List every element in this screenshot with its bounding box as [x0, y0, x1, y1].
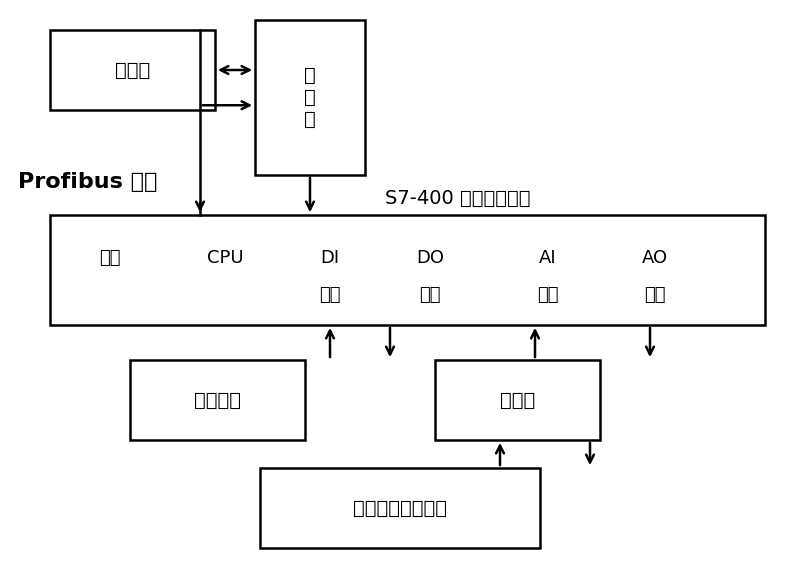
Text: 显示器: 显示器: [115, 61, 150, 80]
Text: 电源: 电源: [99, 249, 121, 267]
Bar: [255, 20, 365, 175]
Text: 模板: 模板: [319, 286, 341, 304]
Text: 模板: 模板: [538, 286, 558, 304]
Text: 模板: 模板: [419, 286, 441, 304]
Text: S7-400 可编程控制器: S7-400 可编程控制器: [385, 189, 530, 208]
Text: Profibus 通讯: Profibus 通讯: [18, 172, 158, 192]
Bar: [435, 360, 600, 440]
Bar: [260, 468, 540, 548]
Bar: [50, 215, 765, 325]
Text: 调节阀门执行机构: 调节阀门执行机构: [353, 499, 447, 517]
Text: 仪表柜: 仪表柜: [500, 391, 535, 410]
Text: DO: DO: [416, 249, 444, 267]
Bar: [50, 30, 215, 110]
Bar: [130, 360, 305, 440]
Text: 模板: 模板: [644, 286, 666, 304]
Text: AO: AO: [642, 249, 668, 267]
Text: CPU: CPU: [206, 249, 243, 267]
Text: 被控设备: 被控设备: [194, 391, 241, 410]
Text: AI: AI: [539, 249, 557, 267]
Text: DI: DI: [321, 249, 339, 267]
Text: 计
算
机: 计 算 机: [304, 66, 316, 129]
